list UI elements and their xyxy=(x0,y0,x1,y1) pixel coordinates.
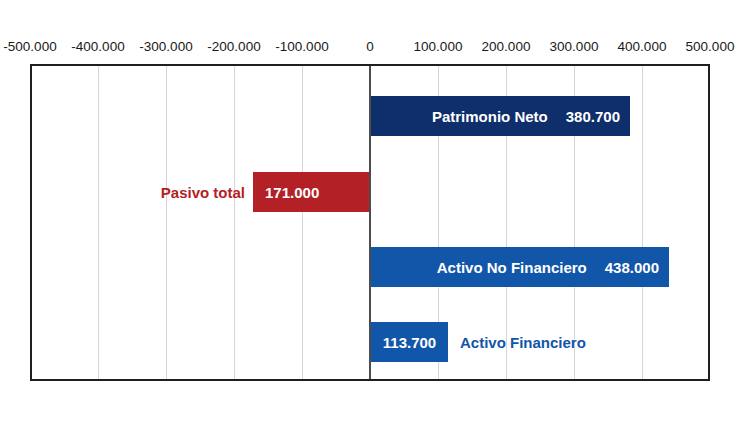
x-axis: -500.000 -400.000 -300.000 -200.000 -100.000… xyxy=(0,36,737,58)
axis-tick-label: -100.000 xyxy=(275,36,328,58)
gridline xyxy=(642,66,643,379)
bar-patrimonio-neto: Patrimonio Neto 380.700 xyxy=(371,96,630,136)
bar-label-pasivo-total: Pasivo total xyxy=(161,184,245,201)
bar-value-activo-financiero: 113.700 xyxy=(383,334,436,351)
axis-tick-label: -200.000 xyxy=(207,36,260,58)
axis-tick-label: -300.000 xyxy=(139,36,192,58)
axis-tick-label: 0 xyxy=(366,36,374,58)
bar-activo-no-financiero: Activo No Financiero 438.000 xyxy=(371,247,669,287)
axis-tick-label: 500.000 xyxy=(686,36,735,58)
axis-tick-label: 100.000 xyxy=(414,36,463,58)
bar-value-activo-no-financiero: 438.000 xyxy=(605,259,659,276)
bar-value-pasivo-total: 171.000 xyxy=(265,184,319,201)
gridline xyxy=(98,66,99,379)
bar-activo-financiero: 113.700 Activo Financiero xyxy=(371,322,448,362)
bar-value-patrimonio-neto: 380.700 xyxy=(566,108,620,125)
bar-pasivo-total: Pasivo total 171.000 xyxy=(253,172,369,212)
axis-tick-label: 200.000 xyxy=(482,36,531,58)
bar-label-activo-no-financiero: Activo No Financiero xyxy=(437,259,587,276)
bar-label-patrimonio-neto: Patrimonio Neto xyxy=(432,108,548,125)
axis-tick-label: -500.000 xyxy=(3,36,56,58)
axis-tick-label: 400.000 xyxy=(618,36,667,58)
gridline xyxy=(166,66,167,379)
axis-tick-label: -400.000 xyxy=(71,36,124,58)
gridline xyxy=(302,66,303,379)
balance-bar-chart: -500.000 -400.000 -300.000 -200.000 -100.000… xyxy=(0,0,737,425)
axis-tick-label: 300.000 xyxy=(550,36,599,58)
gridline xyxy=(234,66,235,379)
plot-area: Patrimonio Neto 380.700 Pasivo total 171… xyxy=(30,64,710,381)
bar-label-activo-financiero: Activo Financiero xyxy=(460,334,586,351)
